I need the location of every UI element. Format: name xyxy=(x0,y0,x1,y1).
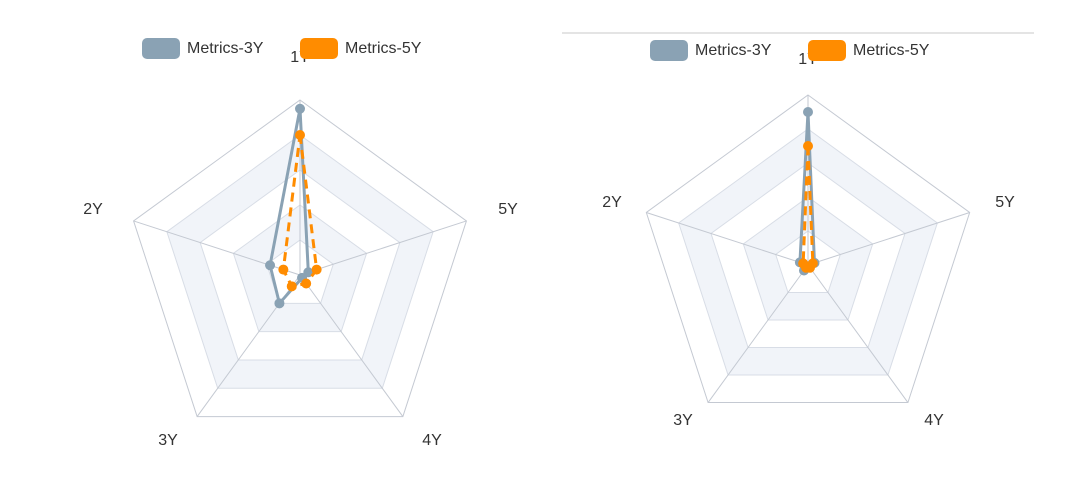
data-point-metrics-5y-5y[interactable] xyxy=(311,264,322,275)
axis-label-5y: 5Y xyxy=(995,194,1015,211)
axis-label-2y: 2Y xyxy=(83,201,103,218)
legend-swatch xyxy=(300,38,338,59)
axis-label-4y: 4Y xyxy=(924,412,944,429)
legend-item-metrics-5y[interactable]: Metrics-5Y xyxy=(300,38,422,59)
axis-label-3y: 3Y xyxy=(158,432,178,449)
axis-label-2y: 2Y xyxy=(602,194,622,211)
legend-swatch xyxy=(650,40,688,61)
legend-swatch xyxy=(142,38,180,59)
axis-spoke-5y xyxy=(807,211,970,266)
data-point-metrics-3y-1y[interactable] xyxy=(803,107,813,117)
data-point-metrics-5y-1y[interactable] xyxy=(295,130,305,140)
data-point-metrics-5y-2y[interactable] xyxy=(798,258,809,269)
legend-item-metrics-3y[interactable]: Metrics-3Y xyxy=(142,38,264,59)
data-point-metrics-3y-3y[interactable] xyxy=(274,298,285,309)
legend-label: Metrics-5Y xyxy=(853,42,930,59)
axis-label-4y: 4Y xyxy=(422,432,442,449)
series-line-metrics-5y xyxy=(281,133,319,288)
legend-item-metrics-3y[interactable]: Metrics-3Y xyxy=(650,40,772,61)
data-point-metrics-3y-1y[interactable] xyxy=(295,103,305,114)
axis-spoke-3y xyxy=(707,264,809,403)
axis-spoke-4y xyxy=(807,264,909,403)
axis-spoke-4y xyxy=(299,274,404,417)
data-point-metrics-5y-3y[interactable] xyxy=(286,281,297,292)
data-point-metrics-3y-2y[interactable] xyxy=(265,260,276,271)
legend-label: Metrics-5Y xyxy=(345,40,422,57)
axis-spoke-5y xyxy=(299,220,467,276)
legend-item-metrics-5y[interactable]: Metrics-5Y xyxy=(808,40,930,61)
legend-label: Metrics-3Y xyxy=(187,40,264,57)
legend-label: Metrics-3Y xyxy=(695,42,772,59)
data-point-metrics-5y-2y[interactable] xyxy=(278,264,289,275)
axis-label-5y: 5Y xyxy=(498,201,518,218)
data-point-metrics-5y-1y[interactable] xyxy=(803,141,813,151)
axis-label-3y: 3Y xyxy=(673,412,693,429)
legend-swatch xyxy=(808,40,846,61)
data-point-metrics-5y-4y[interactable] xyxy=(301,278,312,289)
axis-spoke-2y xyxy=(646,211,809,266)
